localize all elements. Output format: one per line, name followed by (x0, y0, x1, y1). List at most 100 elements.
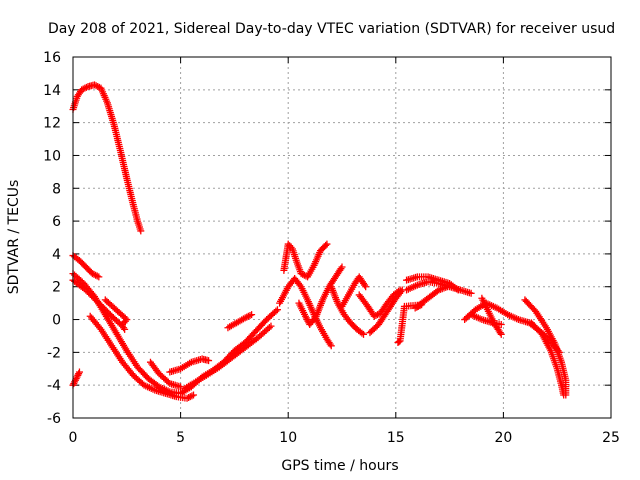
data-point-marker (360, 330, 368, 338)
series-arc-8 (146, 358, 185, 391)
data-point-marker (118, 320, 126, 328)
data-point-marker (248, 311, 256, 319)
data-point-marker (73, 373, 81, 381)
data-points (69, 81, 570, 402)
series-arc-7 (101, 296, 131, 328)
data-point-marker (297, 270, 305, 278)
data-point-marker (414, 302, 422, 310)
data-point-marker (299, 270, 307, 278)
x-axis-label: GPS time / hours (281, 458, 398, 474)
series-arc-9 (166, 355, 213, 376)
data-point-marker (241, 314, 249, 322)
y-axis-label: SDTVAR / TECUs (6, 180, 22, 295)
data-point-marker (71, 378, 79, 386)
data-point-marker (326, 340, 334, 348)
data-point-marker (467, 289, 475, 297)
series-arc-13 (280, 240, 331, 281)
data-point-marker (497, 320, 505, 328)
y-tick-label: 16 (43, 50, 61, 66)
data-point-marker (454, 286, 462, 294)
data-point-marker (361, 281, 369, 289)
data-point-marker (272, 307, 280, 315)
data-point-marker (394, 339, 402, 347)
series-arc-26 (521, 296, 570, 399)
data-point-marker (120, 319, 128, 327)
data-point-marker (358, 329, 366, 337)
data-point-marker (75, 368, 83, 376)
data-point-marker (93, 272, 101, 280)
y-tick-label: 10 (43, 148, 61, 164)
data-point-marker (75, 370, 83, 378)
y-tick-label: 4 (52, 247, 61, 263)
data-point-marker (79, 85, 87, 93)
data-point-marker (183, 394, 191, 402)
series-arc-18 (366, 286, 406, 337)
y-tick-label: 0 (52, 313, 61, 329)
grid-lines (73, 57, 611, 418)
data-point-marker (374, 311, 382, 319)
data-point-marker (90, 270, 98, 278)
data-point-marker (186, 393, 194, 401)
y-tick-label: -6 (47, 411, 61, 427)
data-point-marker (243, 313, 251, 321)
data-point-marker (188, 392, 196, 400)
data-point-marker (267, 322, 275, 330)
series-arc-17 (355, 286, 404, 320)
y-tick-label: -2 (47, 345, 61, 361)
data-point-marker (185, 393, 193, 401)
data-point-marker (370, 312, 378, 320)
data-point-marker (322, 241, 330, 249)
data-point-marker (92, 271, 100, 279)
data-point-marker (265, 324, 273, 332)
x-tick-label: 25 (602, 430, 620, 446)
data-point-marker (190, 391, 198, 399)
series-arc-16 (338, 273, 370, 310)
data-point-marker (362, 283, 370, 291)
x-tick-label: 20 (494, 430, 512, 446)
series-arc-11 (224, 311, 256, 332)
data-point-marker (246, 311, 254, 319)
data-point-marker (205, 357, 213, 365)
data-point-marker (82, 83, 90, 91)
data-point-marker (323, 240, 331, 248)
data-point-marker (560, 391, 568, 399)
data-point-marker (338, 263, 346, 271)
data-point-marker (70, 380, 78, 388)
data-point-marker (296, 281, 304, 289)
series-arc-20 (403, 273, 462, 294)
series-arc-14 (295, 263, 346, 328)
data-point-marker (81, 84, 89, 92)
data-point-marker (273, 306, 281, 314)
data-point-marker (88, 270, 96, 278)
series-arc-15 (327, 283, 368, 338)
series-arc-3 (69, 368, 83, 389)
y-tick-label: 8 (52, 181, 61, 197)
y-tick-label: 6 (52, 214, 61, 230)
x-tick-label: 15 (387, 430, 405, 446)
x-tick-label: 10 (279, 430, 297, 446)
y-tick-label: 14 (43, 83, 61, 99)
data-point-marker (121, 325, 129, 333)
data-point-marker (95, 273, 103, 281)
data-point-marker (177, 383, 185, 391)
data-point-marker (397, 288, 405, 296)
data-point-marker (92, 82, 100, 90)
plot-frame (72, 56, 612, 419)
data-point-marker (395, 338, 403, 346)
data-point-marker (244, 312, 252, 320)
y-tick-label: 12 (43, 116, 61, 132)
x-tick-label: 5 (176, 430, 185, 446)
data-point-marker (443, 283, 451, 291)
series-arc-22 (394, 301, 426, 347)
series-arc-10 (181, 322, 275, 392)
x-tick-label: 0 (69, 430, 78, 446)
data-point-marker (496, 329, 504, 337)
series-arc-6 (86, 312, 198, 402)
axes: 0 5 10 15 20 25 -6 -4 -2 0 2 4 6 8 10 12 14 16 (43, 50, 620, 446)
series-arc-25 (478, 294, 505, 338)
data-point-marker (72, 375, 80, 383)
y-tick-label: 2 (52, 280, 61, 296)
data-point-marker (91, 81, 99, 89)
data-point-marker (327, 342, 335, 350)
